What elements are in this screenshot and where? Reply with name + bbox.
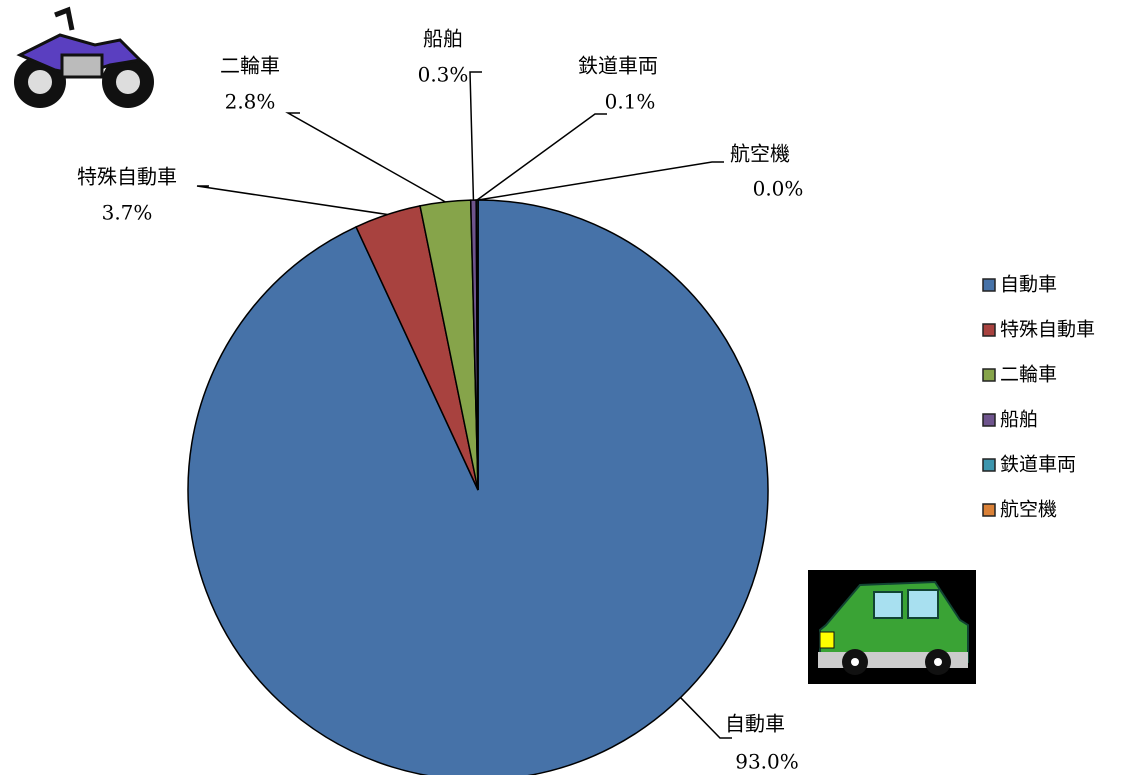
legend-label: 二輪車 <box>1000 364 1057 386</box>
slice-label: 鉄道車両 <box>578 54 658 78</box>
slice-value-label: 0.3% <box>418 63 469 87</box>
slice-label: 船舶 <box>423 27 463 51</box>
legend-swatch <box>982 278 996 292</box>
slice-value-label: 2.8% <box>225 90 276 114</box>
leader-line <box>469 71 482 201</box>
leader-line <box>477 161 724 201</box>
legend-swatch <box>982 503 996 517</box>
legend-label: 船舶 <box>1000 409 1038 431</box>
legend-label: 鉄道車両 <box>1000 454 1076 476</box>
slice-label: 二輪車 <box>220 54 280 78</box>
slice-label: 航空機 <box>730 142 790 166</box>
leader-line <box>476 113 607 201</box>
legend-swatch <box>982 368 996 382</box>
leader-line <box>196 185 388 216</box>
leader-line <box>285 112 446 203</box>
motorcycle-icon <box>14 6 154 108</box>
slice-value-label: 93.0% <box>735 750 799 774</box>
car-icon <box>808 570 976 684</box>
slice-label: 自動車 <box>725 712 785 736</box>
legend-swatch <box>982 323 996 337</box>
slice-value-label: 0.1% <box>605 90 656 114</box>
slice-label: 特殊自動車 <box>77 165 177 189</box>
legend-label: 特殊自動車 <box>1000 319 1095 341</box>
legend-swatch <box>982 458 996 472</box>
legend-swatch <box>982 413 996 427</box>
slice-value-label: 3.7% <box>102 201 153 225</box>
leader-line <box>679 697 732 739</box>
legend-label: 自動車 <box>1000 274 1057 296</box>
slice-value-label: 0.0% <box>753 177 804 201</box>
legend-label: 航空機 <box>1000 499 1057 521</box>
